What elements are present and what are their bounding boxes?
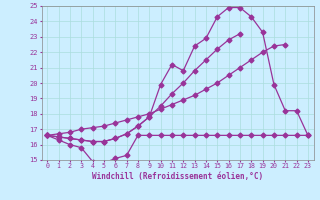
- X-axis label: Windchill (Refroidissement éolien,°C): Windchill (Refroidissement éolien,°C): [92, 172, 263, 181]
